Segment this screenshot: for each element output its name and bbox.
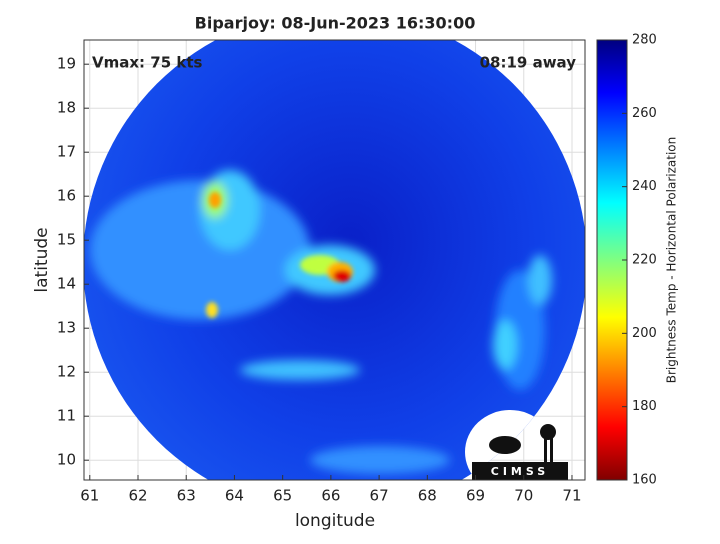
y-tick-label: 11 <box>57 407 76 425</box>
x-tick-label: 66 <box>321 487 340 505</box>
annotation: Vmax: 75 kts <box>92 54 202 72</box>
satellite-image: CIMSS <box>84 40 585 480</box>
y-tick-label: 10 <box>57 451 76 469</box>
x-tick-label: 63 <box>177 487 196 505</box>
colorbar-tick-label: 180 <box>632 399 657 414</box>
y-tick-label: 18 <box>57 99 76 117</box>
annotation: 08:19 away <box>480 54 577 72</box>
y-tick-label: 12 <box>57 363 76 381</box>
y-tick-label: 13 <box>57 319 76 337</box>
x-tick-label: 68 <box>418 487 437 505</box>
chart-title: Biparjoy: 08-Jun-2023 16:30:00 <box>195 14 476 33</box>
x-tick-label: 61 <box>80 487 99 505</box>
x-tick-label: 71 <box>562 487 581 505</box>
y-tick-label: 16 <box>57 187 76 205</box>
plot-frame <box>83 39 586 481</box>
x-axis-label: longitude <box>295 511 375 531</box>
y-tick-label: 14 <box>57 275 76 293</box>
logo-text: CIMSS <box>491 465 549 478</box>
colorbar-tick-label: 260 <box>632 106 657 121</box>
x-tick-label: 65 <box>273 487 292 505</box>
x-tick-label: 67 <box>370 487 389 505</box>
colorbar-tick-label: 200 <box>632 326 657 341</box>
x-tick-label: 62 <box>128 487 147 505</box>
x-tick-label: 64 <box>225 487 244 505</box>
x-tick-label: 70 <box>514 487 533 505</box>
colorbar-tick-label: 240 <box>632 179 657 194</box>
colorbar-tick-label: 280 <box>632 33 657 48</box>
y-tick-label: 15 <box>57 231 76 249</box>
colorbar-tick-label: 160 <box>632 473 657 488</box>
y-axis-label: latitude <box>32 227 52 292</box>
colorbar-tick-label: 220 <box>632 253 657 268</box>
y-tick-label: 19 <box>57 55 76 73</box>
colorbar-label: Brightness Temp - Horizontal Polarizatio… <box>665 137 679 384</box>
logo: CIMSS <box>472 424 568 480</box>
x-tick-label: 69 <box>466 487 485 505</box>
y-tick-label: 17 <box>57 143 76 161</box>
